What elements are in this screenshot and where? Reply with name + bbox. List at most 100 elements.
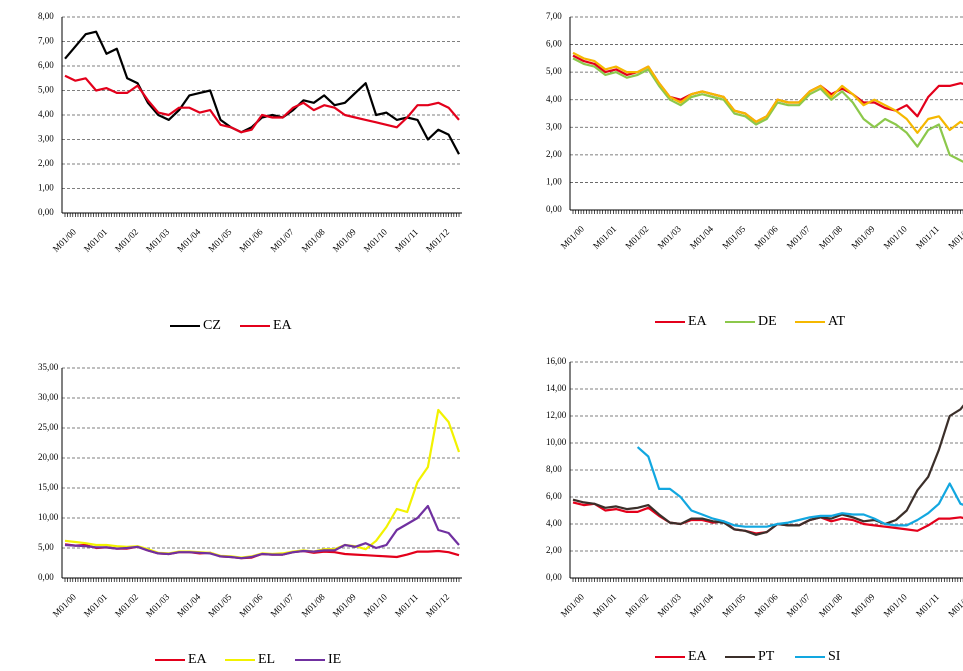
legend-label: SI: [828, 649, 841, 664]
y-tick-label: 10,00: [546, 437, 567, 447]
y-tick-label: 6,00: [546, 491, 562, 501]
x-tick-label: M01/07: [268, 226, 296, 254]
y-tick-label: 7,00: [546, 11, 562, 21]
x-tick-label: M01/07: [785, 591, 813, 619]
y-tick-label: 15,00: [38, 482, 59, 492]
x-tick-label: M01/05: [720, 591, 748, 619]
y-tick-label: 25,00: [38, 422, 59, 432]
data-line: [572, 57, 963, 163]
x-tick-label: M01/10: [882, 591, 910, 619]
legend-label: EA: [688, 314, 708, 329]
y-tick-label: 8,00: [546, 464, 562, 474]
x-tick-label: M01/01: [82, 227, 109, 254]
x-tick-label: M01/11: [914, 592, 941, 619]
y-tick-label: 35,00: [38, 362, 59, 372]
legend-label: EL: [258, 652, 275, 667]
legend-label: EA: [273, 318, 293, 333]
y-tick-label: 14,00: [546, 383, 567, 393]
x-tick-label: M01/08: [300, 226, 328, 254]
chart-panel: 0,00 5,00 10,00 15,00 20,00 25,00 30,00 35,00 M0…: [38, 362, 462, 667]
data-line: [572, 501, 963, 535]
x-tick-label: M01/04: [688, 223, 716, 251]
y-tick-label: 2,00: [546, 545, 562, 555]
legend-label: IE: [328, 652, 341, 667]
x-tick-label: M01/00: [559, 591, 587, 619]
y-tick-label: 10,00: [38, 512, 59, 522]
y-tick-label: 3,00: [546, 121, 562, 131]
x-tick-label: M01/11: [393, 592, 420, 619]
y-tick-label: 5,00: [546, 66, 562, 76]
y-tick-label: 1,00: [38, 183, 54, 193]
y-tick-label: 4,00: [546, 94, 562, 104]
legend-label: CZ: [203, 318, 221, 333]
x-tick-label: M01/12: [424, 227, 451, 254]
y-tick-label: 8,00: [38, 11, 54, 21]
x-tick-label: M01/08: [817, 223, 845, 251]
y-tick-label: 12,00: [546, 410, 567, 420]
x-tick-label: M01/02: [113, 227, 140, 254]
data-line: [572, 54, 963, 123]
y-tick-label: 2,00: [546, 149, 562, 159]
legend-label: EA: [688, 649, 708, 664]
x-tick-label: M01/12: [946, 592, 963, 619]
x-tick-label: M01/00: [51, 226, 79, 254]
x-tick-label: M01/06: [237, 226, 265, 254]
y-tick-label: 0,00: [546, 204, 562, 214]
y-tick-label: 0,00: [38, 572, 54, 582]
x-tick-label: M01/09: [331, 226, 359, 254]
data-line: [64, 504, 460, 560]
legend-label: EA: [188, 652, 208, 667]
x-tick-label: M01/06: [752, 223, 780, 251]
y-tick-label: 4,00: [38, 109, 54, 119]
y-tick-label: 5,00: [38, 542, 54, 552]
y-tick-label: 2,00: [38, 158, 54, 168]
x-tick-label: M01/03: [144, 591, 172, 619]
data-line: [64, 30, 460, 155]
y-tick-label: 1,00: [546, 176, 562, 186]
y-tick-label: 6,00: [546, 39, 562, 49]
x-tick-label: M01/11: [914, 224, 941, 251]
x-tick-label: M01/09: [331, 591, 359, 619]
x-tick-label: M01/06: [237, 591, 265, 619]
x-tick-label: M01/10: [882, 223, 910, 251]
x-tick-label: M01/10: [362, 591, 390, 619]
x-tick-label: M01/05: [206, 226, 234, 254]
y-tick-label: 6,00: [38, 60, 54, 70]
y-tick-label: 0,00: [38, 207, 54, 217]
data-line: [64, 74, 460, 134]
data-line: [572, 51, 963, 134]
x-tick-label: M01/07: [268, 591, 296, 619]
x-tick-label: M01/01: [82, 592, 109, 619]
chart-panel: 0,00 2,00 4,00 6,00 8,00 10,00 12,00 14,00 16,00…: [546, 356, 963, 664]
legend-label: PT: [758, 649, 775, 664]
x-tick-label: M01/05: [720, 223, 748, 251]
legend-label: AT: [828, 314, 846, 329]
x-tick-label: M01/06: [752, 591, 780, 619]
x-tick-label: M01/09: [849, 223, 877, 251]
data-line: [64, 408, 461, 559]
x-tick-label: M01/03: [656, 591, 684, 619]
x-tick-label: M01/03: [656, 223, 684, 251]
y-tick-label: 4,00: [546, 518, 562, 528]
x-tick-label: M01/02: [623, 224, 650, 251]
data-line: [636, 446, 963, 528]
x-tick-label: M01/08: [817, 591, 845, 619]
x-tick-label: M01/01: [591, 224, 618, 251]
x-tick-label: M01/11: [393, 227, 420, 254]
legend-label: DE: [758, 314, 777, 329]
x-tick-label: M01/12: [424, 592, 451, 619]
y-tick-label: 30,00: [38, 392, 59, 402]
x-tick-label: M01/00: [51, 591, 79, 619]
x-tick-label: M01/08: [300, 591, 328, 619]
x-tick-label: M01/10: [362, 226, 390, 254]
x-tick-label: M01/02: [113, 592, 140, 619]
data-line: [572, 404, 963, 536]
x-tick-label: M01/02: [623, 592, 650, 619]
y-tick-label: 5,00: [38, 85, 54, 95]
x-tick-label: M01/05: [206, 591, 234, 619]
y-tick-label: 7,00: [38, 36, 54, 46]
x-tick-label: M01/03: [144, 226, 172, 254]
y-tick-label: 20,00: [38, 452, 59, 462]
